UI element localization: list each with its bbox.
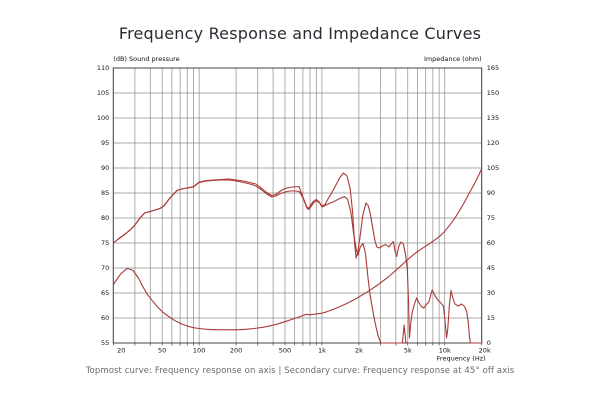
curve-off-axis [112, 179, 410, 344]
x-tick-label: 10k [439, 347, 451, 355]
y-right-tick-label: 135 [487, 114, 499, 122]
y-right-tick-label: 165 [487, 64, 499, 72]
y-right-tick-label: 120 [487, 139, 499, 147]
x-tick-label: 200 [230, 347, 242, 355]
y-left-tick-label: 85 [101, 189, 109, 197]
y-left-tick-label: 60 [101, 314, 109, 322]
y-left-tick-label: 75 [101, 239, 109, 247]
y-left-tick-label: 105 [97, 89, 109, 97]
x-tick-label: 20 [117, 347, 125, 355]
plot-border [112, 67, 483, 344]
y-right-tick-label: 45 [487, 264, 495, 272]
y-right-tick-label: 150 [487, 89, 499, 97]
x-tick-label: 500 [279, 347, 291, 355]
y-left-tick-label: 55 [101, 339, 109, 347]
y-right-tick-label: 15 [487, 314, 495, 322]
y-left-tick-label: 65 [101, 289, 109, 297]
x-tick-label: 100 [193, 347, 205, 355]
x-tick-label: 50 [158, 347, 166, 355]
axis-label-sound-pressure: (dB) Sound pressure [113, 55, 179, 63]
y-right-tick-label: 30 [487, 289, 495, 297]
y-left-tick-label: 100 [97, 114, 109, 122]
x-tick-label: 20k [479, 347, 491, 355]
y-left-tick-label: 80 [101, 214, 109, 222]
y-left-tick-label: 110 [97, 64, 109, 72]
y-right-tick-label: 75 [487, 214, 495, 222]
x-tick-label: 1k [318, 347, 326, 355]
axis-label-impedance: Impedance (ohm) [424, 55, 482, 63]
y-left-tick-label: 70 [101, 264, 109, 272]
page-title: Frequency Response and Impedance Curves [118, 24, 482, 43]
y-right-tick-label: 60 [487, 239, 495, 247]
x-tick-label: 2k [355, 347, 363, 355]
chart-caption: Topmost curve: Frequency response on axi… [85, 366, 515, 376]
y-right-tick-label: 0 [487, 339, 491, 347]
y-right-tick-label: 90 [487, 189, 495, 197]
axis-label-frequency: Frequency (Hz) [437, 355, 486, 363]
y-left-tick-label: 90 [101, 164, 109, 172]
y-right-tick-label: 105 [487, 164, 499, 172]
x-tick-label: 5k [404, 347, 412, 355]
curve-impedance [112, 168, 483, 331]
y-left-tick-label: 95 [101, 139, 109, 147]
